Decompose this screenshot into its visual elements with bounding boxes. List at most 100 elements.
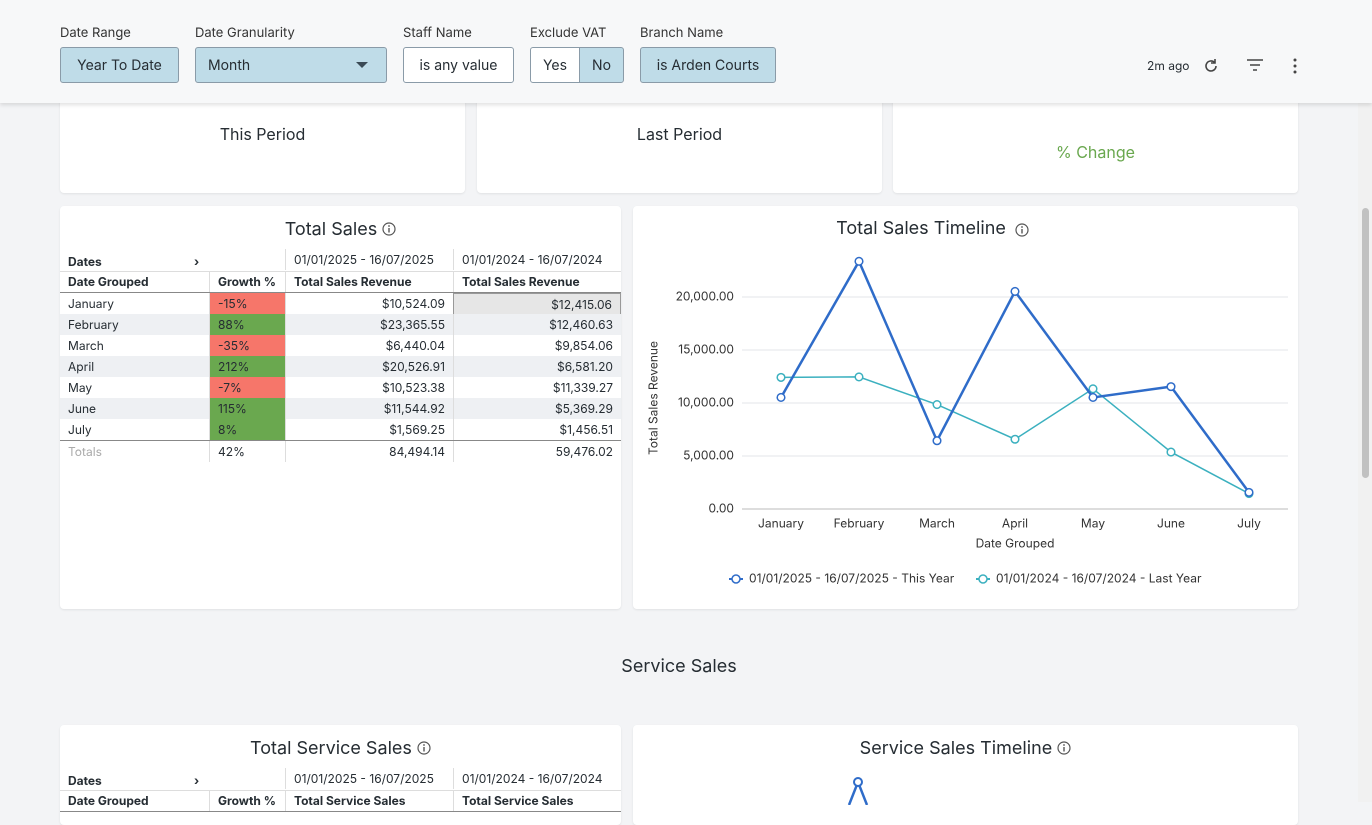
y-tick-label: 20,000.00 [676, 288, 734, 303]
table-cell: $1,569.25 [285, 419, 453, 440]
refresh-icon[interactable] [1202, 57, 1220, 75]
data-point [1088, 384, 1098, 394]
table-cell: $11,544.92 [285, 398, 453, 419]
legend-marker [978, 574, 988, 584]
table-cell: $10,524.09 [285, 293, 453, 314]
row-rule [60, 790, 621, 791]
row-stripe [60, 398, 621, 419]
filter-icon[interactable] [1246, 58, 1264, 72]
row-stripe [60, 356, 621, 377]
table-cell: $23,365.55 [285, 314, 453, 335]
legend-label: 01/01/2024 - 16/07/2024 - Last Year [996, 570, 1202, 585]
column-header: Total Sales Revenue [453, 271, 621, 292]
y-axis-title: Total Sales Revenue [645, 341, 660, 455]
dropdown-arrow [356, 62, 368, 68]
table-cell: $9,854.06 [453, 335, 621, 356]
row-rule [60, 811, 621, 812]
kpi-label: This Period [219, 124, 306, 144]
line-chart: Total Sales Timeline Total Sales Revenue… [645, 218, 1288, 585]
kpi-card: This Period [60, 90, 465, 193]
period-header: 01/01/2025 - 16/07/2025 [285, 249, 453, 270]
period-header: 01/01/2025 - 16/07/2025 [285, 768, 453, 789]
filter-label: Date Granularity [195, 25, 295, 41]
filter-bar: Date Range Year To Date Date Granularity… [0, 0, 1372, 103]
table-cell: $12,415.06 [453, 293, 621, 316]
x-tick-label: February [834, 515, 885, 530]
table-cell: 88% [209, 314, 285, 335]
table-cell: -35% [209, 335, 285, 356]
x-axis-title: Date Grouped [976, 535, 1055, 550]
info-icon[interactable] [382, 222, 396, 236]
title-text: Total Service Sales [249, 738, 412, 759]
row-rule [60, 292, 621, 293]
period-header: 01/01/2024 - 16/07/2024 [453, 768, 621, 789]
x-tick-label: March [919, 515, 955, 530]
total-cell: 42% [209, 441, 285, 462]
data-point [932, 436, 942, 446]
scrollbar [1358, 103, 1372, 802]
table-cell: $1,456.51 [453, 419, 621, 440]
filter-label: Date Range [60, 25, 131, 41]
filter-dropdown[interactable]: Month [195, 47, 387, 83]
kpi-label: % Change [1056, 142, 1135, 162]
chart-preview [847, 777, 869, 805]
table-cell: 212% [209, 356, 285, 377]
toggle-option[interactable]: Yes [530, 47, 580, 83]
table-card: Total Service Sales Dates › 01/01/2025 - 1… [60, 725, 621, 825]
filter-control[interactable]: is any value [403, 47, 514, 83]
x-tick-label: July [1237, 515, 1261, 530]
column-header: Growth % [209, 271, 285, 292]
chart-title: Total Sales Timeline [836, 218, 1006, 239]
pivot-label: Dates [68, 773, 102, 788]
kpi-card: Last Period [477, 90, 882, 193]
info-icon[interactable] [1015, 223, 1029, 237]
data-point [1166, 382, 1176, 392]
column-header: Total Service Sales [285, 790, 453, 811]
table-cell: $6,440.04 [285, 335, 453, 356]
y-tick-label: 15,000.00 [678, 341, 734, 356]
table-cell: -7% [209, 377, 285, 398]
toggle-option[interactable]: No [579, 47, 624, 83]
menu-icon[interactable] [1290, 57, 1300, 75]
filter-control[interactable]: Year To Date [60, 47, 179, 83]
row-stripe [60, 314, 621, 335]
filter-label: Exclude VAT [530, 25, 607, 41]
row-rule [60, 440, 621, 441]
title-text: Total Sales [284, 219, 378, 240]
title-text: Service Sales Timeline [859, 738, 1053, 759]
filter-control[interactable]: is Arden Courts [640, 47, 776, 83]
card-title: Total Sales [60, 219, 621, 240]
data-point [776, 392, 786, 402]
period-header: 01/01/2024 - 16/07/2024 [453, 249, 621, 270]
table-cell: $12,460.63 [453, 314, 621, 335]
data-point [1088, 392, 1098, 403]
pivot-arrow: › [194, 773, 200, 788]
legend-label: 01/01/2025 - 16/07/2025 - This Year [749, 570, 955, 585]
section-title: Service Sales [621, 656, 737, 677]
column-header: Growth % [209, 790, 285, 811]
chart-card: Total Sales Timeline Total Sales Revenue… [633, 206, 1298, 609]
scrollbar-thumb[interactable] [1362, 208, 1369, 478]
data-point [854, 256, 864, 266]
table-cell: July [68, 422, 92, 437]
table-card: Total Sales Dates › 01/01/2025 - 16/07/202… [60, 206, 621, 609]
data-point [1010, 434, 1020, 444]
chart-card: Service Sales Timeline [633, 725, 1298, 825]
filter-label: Branch Name [640, 25, 724, 41]
table-cell: May [68, 380, 93, 395]
table-cell: -15% [209, 293, 285, 314]
info-icon[interactable] [417, 741, 431, 755]
pivot-arrow: › [194, 254, 200, 269]
table-cell: $5,369.29 [453, 398, 621, 419]
data-point [932, 399, 942, 410]
row-rule [60, 271, 621, 272]
x-tick-label: January [758, 515, 804, 530]
table-cell: January [68, 296, 114, 311]
x-tick-label: May [1081, 515, 1105, 530]
x-tick-label: April [1002, 515, 1028, 530]
kpi-label: Last Period [636, 124, 723, 144]
y-tick-label: 5,000.00 [683, 447, 734, 462]
data-point [1010, 286, 1020, 296]
info-icon[interactable] [1057, 741, 1071, 755]
